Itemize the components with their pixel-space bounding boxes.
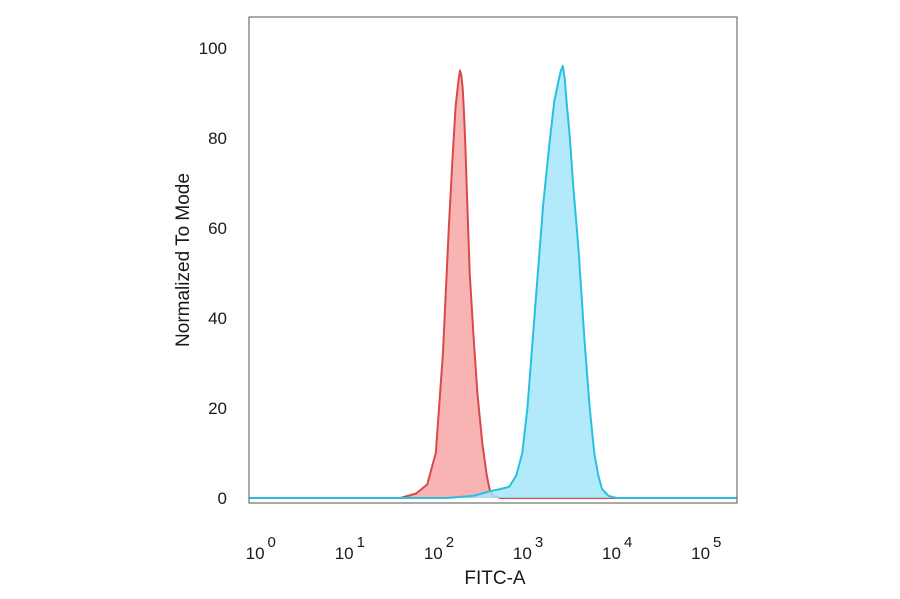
x-tick-label: 104 [602, 534, 632, 563]
y-tick-label: 40 [208, 309, 227, 328]
x-tick-exponent: 4 [624, 534, 632, 551]
x-tick-label: 101 [335, 534, 365, 563]
y-tick-label: 60 [208, 219, 227, 238]
x-tick-label: 102 [424, 534, 454, 563]
x-tick-label: 105 [691, 534, 721, 563]
y-tick-label: 80 [208, 129, 227, 148]
y-tick-label: 0 [218, 489, 227, 508]
y-axis-ticks: 0 20 40 60 80 100 [199, 39, 227, 508]
plot-frame [248, 16, 738, 504]
series-1-line [249, 69, 737, 499]
x-tick-label: 100 [246, 534, 276, 563]
x-tick-base: 10 [246, 544, 265, 563]
x-tick-exponent: 2 [446, 534, 454, 551]
series-1-area [249, 70, 737, 498]
x-tick-exponent: 0 [268, 534, 276, 551]
y-tick-label: 20 [208, 399, 227, 418]
x-tick-base: 10 [602, 544, 621, 563]
x-tick-exponent: 1 [357, 534, 365, 551]
series-layer [249, 65, 737, 499]
x-tick-base: 10 [691, 544, 710, 563]
x-tick-label: 103 [513, 534, 543, 563]
series-2-area [249, 66, 737, 498]
x-tick-exponent: 3 [535, 534, 543, 551]
y-axis-label: Normalized To Mode [173, 173, 194, 347]
series-2-line [249, 65, 737, 499]
x-tick-exponent: 5 [713, 534, 721, 551]
x-tick-base: 10 [424, 544, 443, 563]
x-tick-base: 10 [335, 544, 354, 563]
x-tick-base: 10 [513, 544, 532, 563]
y-tick-label: 100 [199, 39, 227, 58]
x-axis-label: FITC-A [464, 568, 526, 589]
